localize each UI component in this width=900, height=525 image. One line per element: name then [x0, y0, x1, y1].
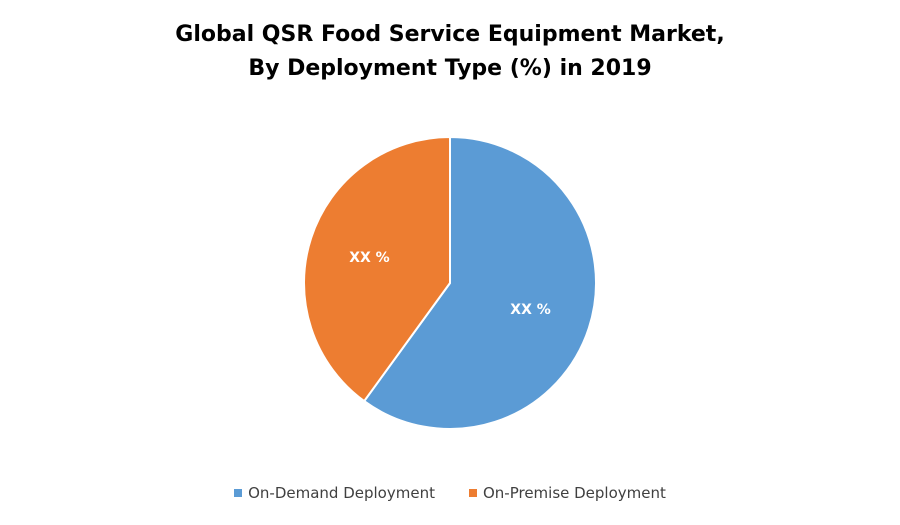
slice-label-on-demand: XX % [510, 302, 551, 318]
pie-slice-on-premise [303, 135, 451, 403]
pie-slice-on-demand [362, 135, 597, 430]
chart-legend: On-Demand Deployment On-Premise Deployme… [0, 484, 900, 502]
legend-label-on-demand: On-Demand Deployment [248, 484, 435, 502]
legend-swatch-on-demand [234, 489, 243, 497]
chart-title: Global QSR Food Service Equipment Market… [0, 18, 900, 86]
legend-item-on-demand: On-Demand Deployment [234, 484, 435, 502]
legend-item-on-premise: On-Premise Deployment [468, 484, 666, 502]
legend-swatch-on-premise [468, 489, 477, 497]
chart-title-line-2: By Deployment Type (%) in 2019 [248, 56, 652, 81]
slice-label-on-premise: XX % [349, 250, 390, 266]
legend-label-on-premise: On-Premise Deployment [482, 484, 666, 502]
chart-title-line-1: Global QSR Food Service Equipment Market… [175, 22, 725, 47]
